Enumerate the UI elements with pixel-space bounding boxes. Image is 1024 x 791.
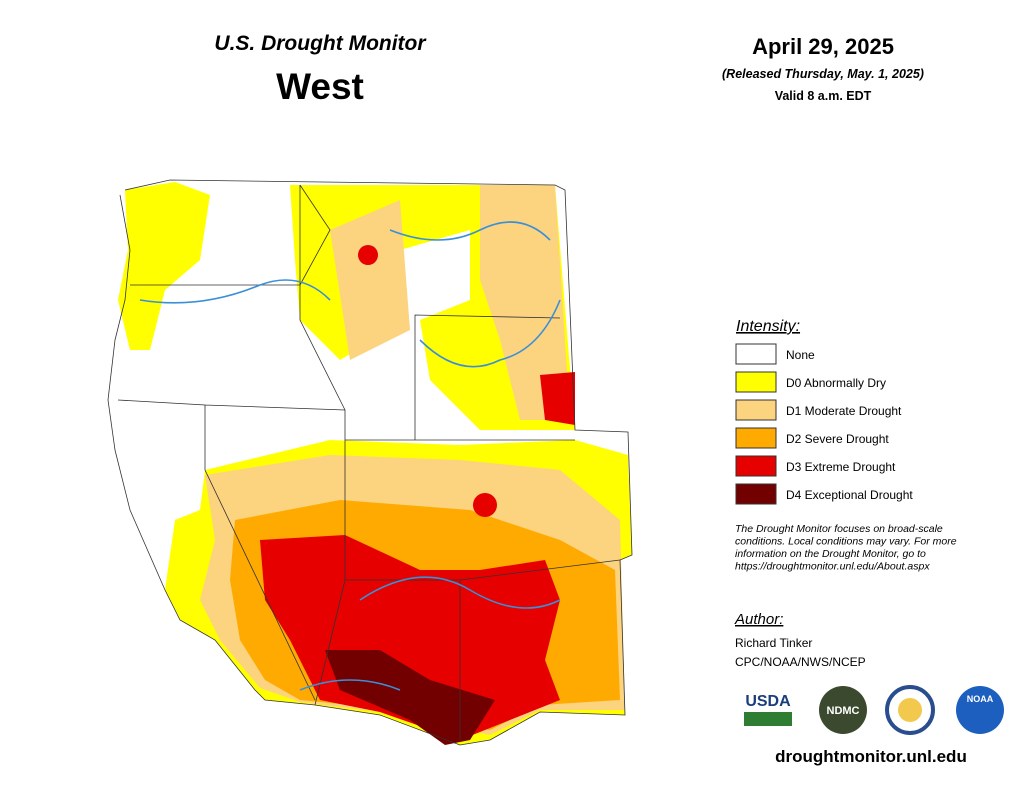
note-line: conditions. Local conditions may vary. F… [735, 536, 957, 548]
d4-area [325, 650, 495, 745]
d0-area [118, 182, 210, 350]
d1-area [480, 185, 570, 420]
legend-label: D0 Abnormally Dry [786, 376, 886, 390]
note-line: https://droughtmonitor.unl.edu/About.asp… [735, 561, 930, 573]
d3-area [473, 493, 497, 517]
legend: None D0 Abnormally Dry D1 Moderate Drought… [735, 343, 913, 505]
noaa-logo-circle [956, 686, 1004, 734]
legend-label: D3 Extreme Drought [786, 460, 896, 474]
ndmc-logo: NDMC [827, 705, 860, 717]
legend-swatch [735, 399, 777, 421]
ndmc-logo-circle [819, 686, 867, 734]
legend-swatch [735, 427, 777, 449]
legend-title: Intensity: [736, 318, 800, 335]
legend-swatch [735, 343, 777, 365]
release-date: (Released Thursday, May. 1, 2025) [722, 67, 924, 81]
map-date: April 29, 2025 [752, 34, 894, 59]
note: The Drought Monitor focuses on broad-sca… [735, 523, 957, 573]
legend-label: D2 Severe Drought [786, 432, 889, 446]
legend-label: D4 Exceptional Drought [786, 488, 913, 502]
note-line: The Drought Monitor focuses on broad-sca… [735, 523, 943, 535]
legend-label: None [786, 348, 815, 362]
valid-time: Valid 8 a.m. EDT [775, 89, 872, 103]
rivers [139, 221, 561, 691]
author-affiliation: CPC/NOAA/NWS/NCEP [735, 655, 866, 669]
legend-swatch [735, 371, 777, 393]
logos: USDA NDMC NOAA [744, 685, 1004, 735]
doc-seal-center [898, 698, 922, 722]
footer-url: droughtmonitor.unl.edu [775, 747, 967, 766]
noaa-logo: NOAA [967, 694, 994, 704]
d1-area [330, 200, 410, 360]
usda-logo: USDA [745, 693, 791, 710]
note-line: information on the Drought Monitor, go t… [735, 548, 926, 560]
map [107, 179, 633, 746]
map-title: West [276, 66, 364, 107]
d3-area [358, 245, 378, 265]
d3-area [540, 372, 575, 425]
author-heading: Author: [734, 611, 783, 628]
usda-logo-bar [744, 712, 792, 726]
legend-swatch [735, 455, 777, 477]
d3-area [260, 535, 560, 740]
author-name: Richard Tinker [735, 636, 812, 650]
legend-swatch [735, 483, 777, 505]
map-subtitle: U.S. Drought Monitor [214, 32, 427, 55]
legend-label: D1 Moderate Drought [786, 404, 902, 418]
